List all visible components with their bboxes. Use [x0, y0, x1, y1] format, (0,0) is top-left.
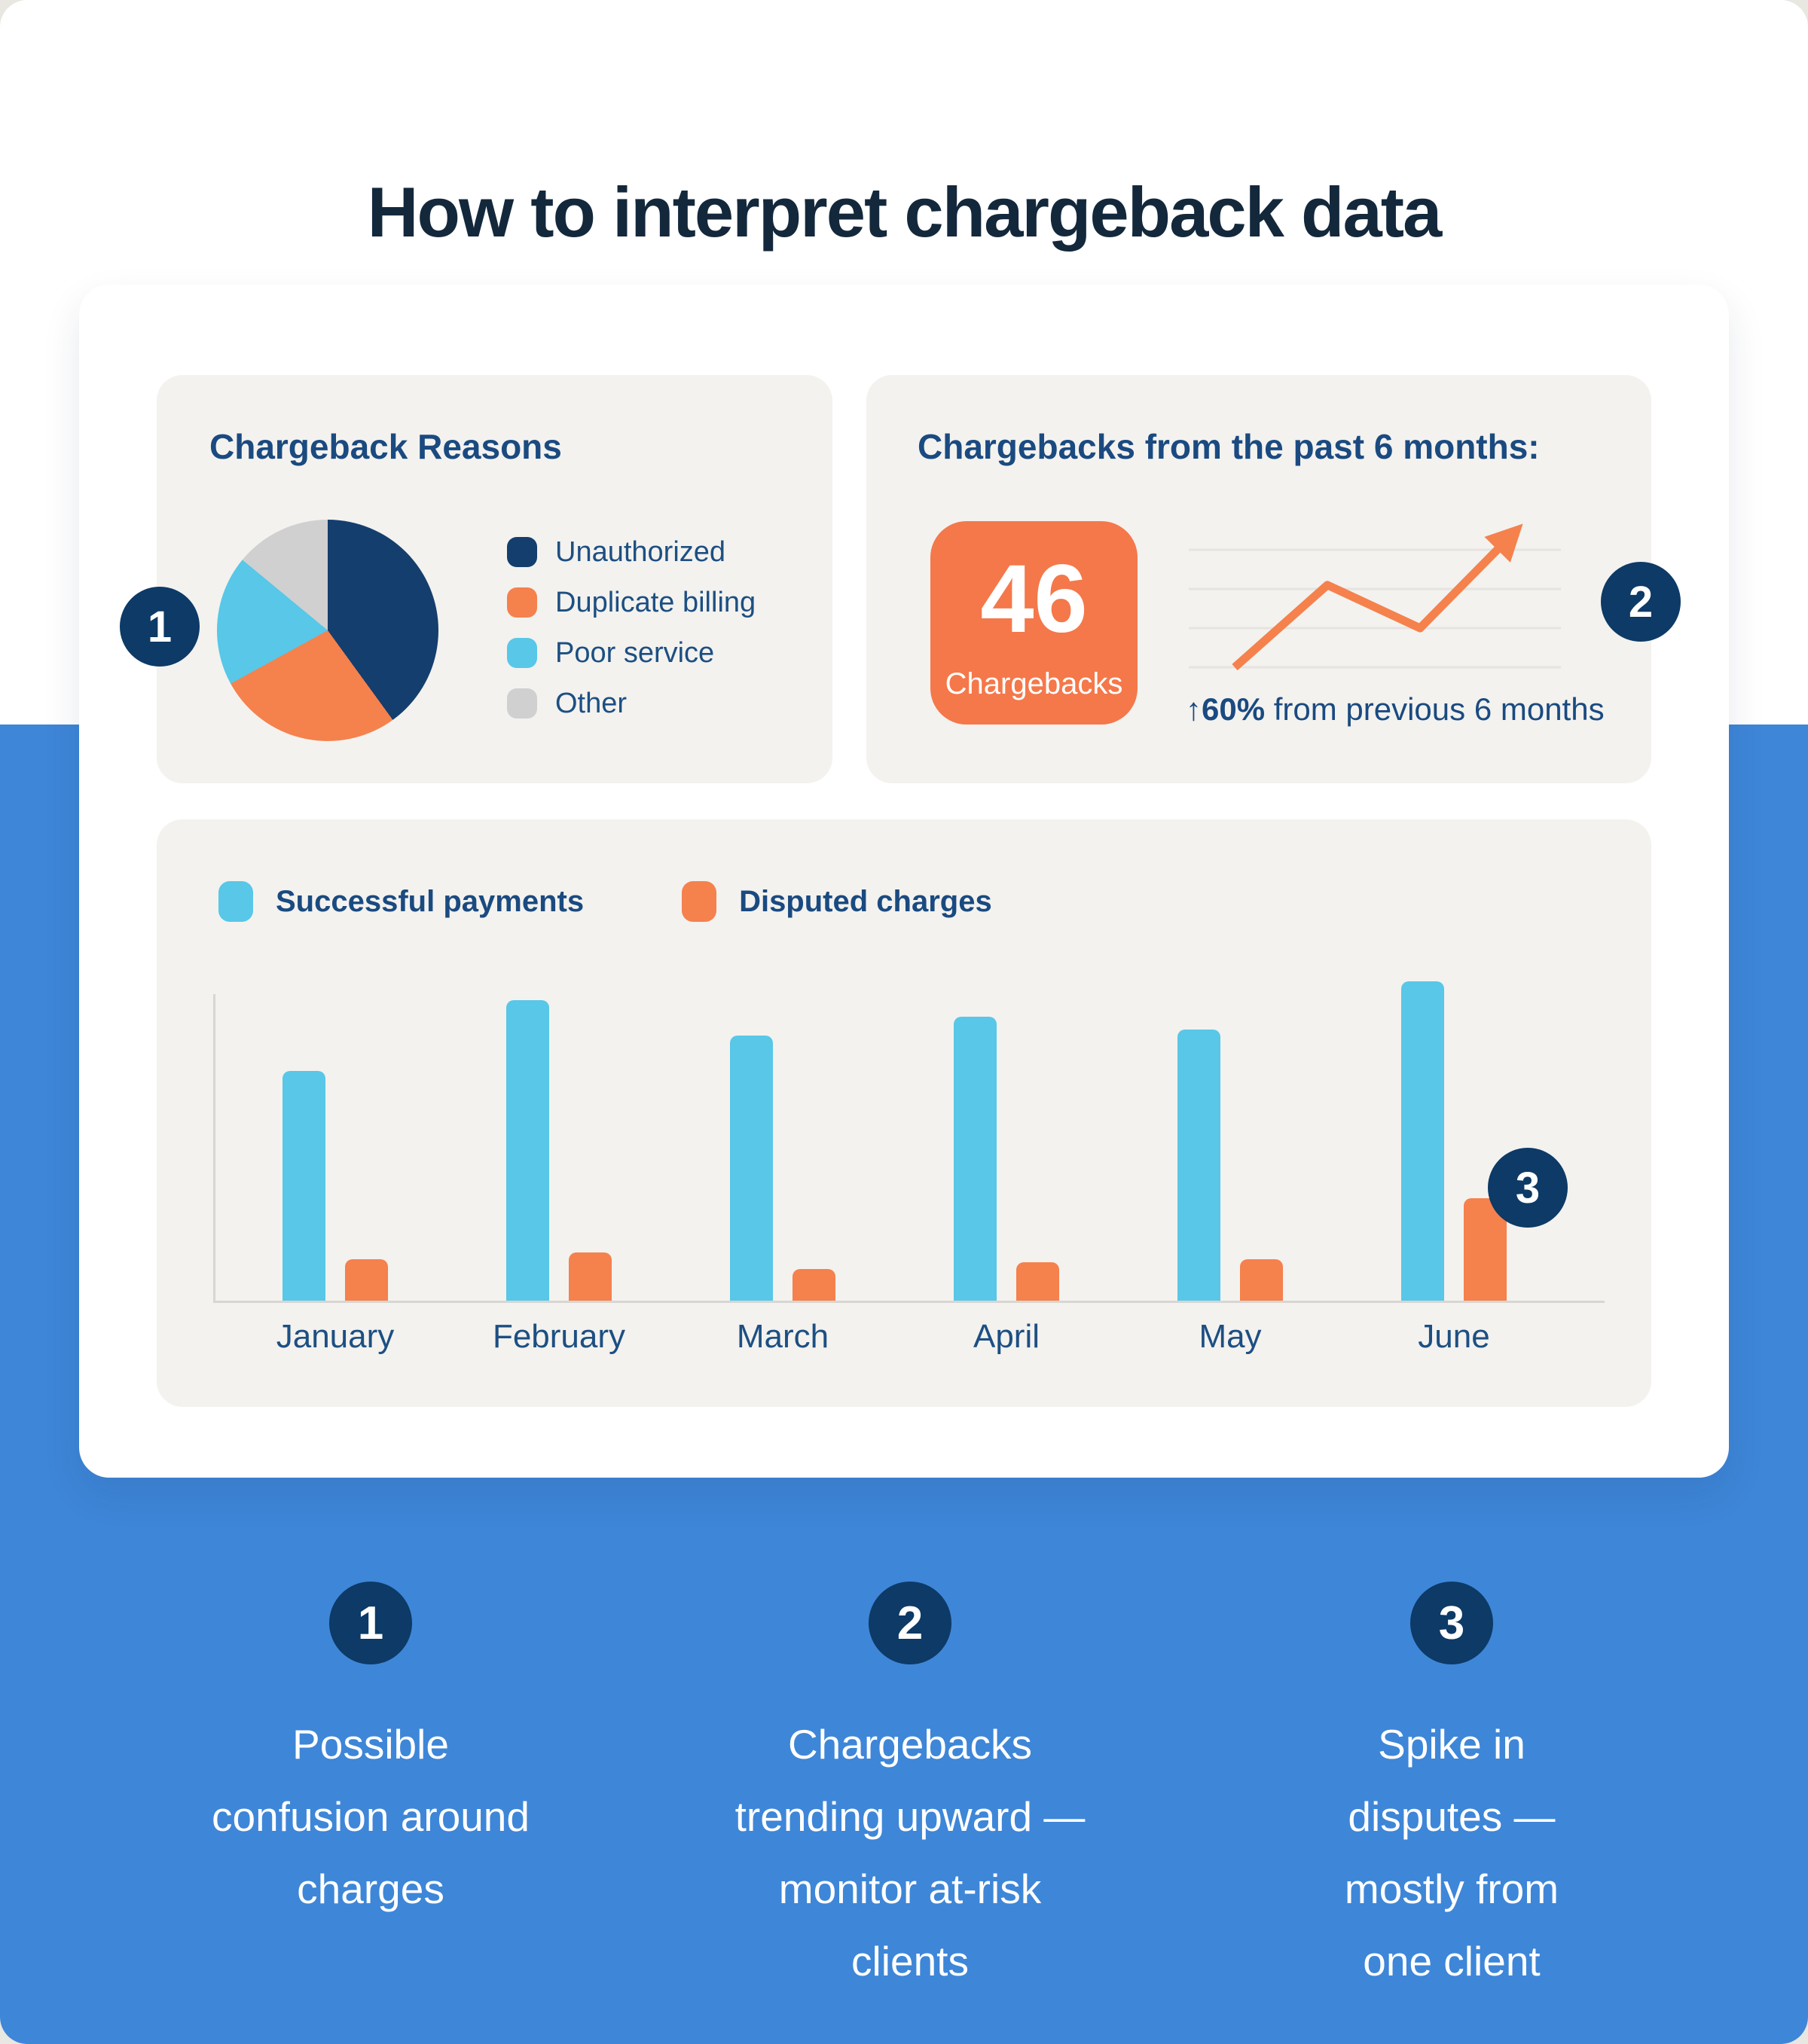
- disputed-charges-bar-may: [1240, 1259, 1283, 1301]
- bar-legend-swatch-icon: [218, 881, 253, 922]
- pie-legend-label: Poor service: [555, 636, 715, 669]
- month-label-may: May: [1199, 1318, 1262, 1355]
- disputed-charges-bar-march: [793, 1269, 835, 1301]
- successful-payments-bar-june: [1401, 981, 1444, 1301]
- pie-legend-label: Unauthorized: [555, 535, 726, 568]
- trend-line-chart: [1189, 523, 1561, 671]
- pie-legend-swatch-icon: [507, 688, 537, 718]
- callout-text-line: trending upward —: [734, 1793, 1086, 1840]
- trend-caption-text: from previous 6 months: [1265, 691, 1605, 727]
- monthly-payments-panel: Successful payments Disputed charges Janu…: [157, 819, 1651, 1407]
- pie-legend: Unauthorized Duplicate billing Poor servic…: [507, 535, 756, 739]
- successful-payments-bar-january: [282, 1071, 325, 1301]
- trend-percent: 60%: [1202, 691, 1266, 727]
- pie-legend-label: Other: [555, 687, 628, 719]
- callout-text: Spike in disputes — mostly from one client: [1211, 1708, 1693, 1997]
- callout-explanation-2: 2 Chargebacks trending upward — monitor at-…: [669, 1582, 1151, 1997]
- chargebacks-count: 46: [980, 545, 1088, 653]
- trend-gridline: [1189, 666, 1561, 669]
- disputed-charges-bar-january: [345, 1259, 388, 1301]
- pie-panel-title: Chargeback Reasons: [209, 427, 562, 466]
- disputed-charges-bar-april: [1016, 1262, 1059, 1301]
- pie-legend-label: Duplicate billing: [555, 586, 756, 618]
- successful-payments-bar-february: [506, 1000, 549, 1301]
- dashboard-card: Chargeback Reasons Unauthorized Duplicate…: [79, 285, 1729, 1478]
- month-label-february: February: [492, 1318, 626, 1355]
- bar-legend-item: Disputed charges: [682, 881, 992, 922]
- callout-text-line: clients: [851, 1938, 969, 1985]
- successful-payments-bar-may: [1177, 1030, 1220, 1301]
- callout-text: Possible confusion around charges: [130, 1708, 612, 1925]
- chargebacks-trend-panel: Chargebacks from the past 6 months: 46 C…: [866, 375, 1651, 783]
- pie-legend-item: Poor service: [507, 636, 756, 669]
- callout-text-line: mostly from: [1344, 1866, 1559, 1912]
- trend-gridline: [1189, 587, 1561, 590]
- month-label-january: January: [276, 1318, 395, 1355]
- chargebacks-stat-box: 46 Chargebacks: [930, 521, 1138, 725]
- trend-line: [1232, 523, 1523, 671]
- pie-legend-swatch-icon: [507, 537, 537, 567]
- trend-panel-title: Chargebacks from the past 6 months:: [918, 427, 1540, 466]
- bar-legend-label: Successful payments: [276, 884, 585, 918]
- chargebacks-count-label: Chargebacks: [945, 667, 1123, 700]
- callout-explanation-1: 1 Possible confusion around charges: [130, 1582, 612, 1925]
- trend-gridline: [1189, 548, 1561, 551]
- callout-text-line: Spike in: [1378, 1721, 1526, 1768]
- disputed-charges-bar-february: [569, 1252, 612, 1301]
- y-axis-line: [213, 994, 215, 1301]
- callout-text-line: confusion around: [212, 1793, 530, 1840]
- callout-text-line: monitor at-risk: [778, 1866, 1042, 1912]
- callout-text: Chargebacks trending upward — monitor at-r…: [669, 1708, 1151, 1997]
- callout-text-line: charges: [297, 1866, 444, 1912]
- chargeback-reasons-panel: Chargeback Reasons Unauthorized Duplicate…: [157, 375, 832, 783]
- callout-number-badge-2: 2: [869, 1582, 951, 1664]
- callout-text-line: Chargebacks: [787, 1721, 1033, 1768]
- callout-explanation-3: 3 Spike in disputes — mostly from one client: [1211, 1582, 1693, 1997]
- callout-text-line: disputes —: [1348, 1793, 1556, 1840]
- up-arrow-icon: ↑: [1186, 691, 1202, 727]
- bar-legend-label: Disputed charges: [739, 884, 992, 918]
- pie-legend-item: Unauthorized: [507, 535, 756, 568]
- callout-badge-3: 3: [1488, 1148, 1568, 1228]
- bar-chart-plot-area: [213, 973, 1605, 1303]
- successful-payments-bar-april: [954, 1017, 997, 1301]
- month-label-march: March: [736, 1318, 829, 1355]
- month-axis-labels: January February March April May June: [213, 1318, 1605, 1363]
- x-axis-line: [213, 1301, 1605, 1303]
- trend-caption: ↑60% from previous 6 months: [1186, 691, 1605, 728]
- pie-legend-swatch-icon: [507, 587, 537, 618]
- month-label-june: June: [1418, 1318, 1490, 1355]
- trend-gridline: [1189, 627, 1561, 630]
- bar-legend-swatch-icon: [682, 881, 717, 922]
- chargeback-reasons-pie-chart: [217, 520, 438, 741]
- callout-number-badge-3: 3: [1410, 1582, 1493, 1664]
- month-label-april: April: [973, 1318, 1040, 1355]
- successful-payments-bar-march: [730, 1036, 773, 1301]
- callout-text-line: one client: [1363, 1938, 1541, 1985]
- callout-badge-2: 2: [1601, 562, 1681, 642]
- pie-legend-swatch-icon: [507, 638, 537, 668]
- bar-chart-legend: Successful payments Disputed charges: [218, 881, 1090, 922]
- pie-legend-item: Other: [507, 687, 756, 719]
- callout-badge-1: 1: [120, 587, 200, 667]
- callout-number-badge-1: 1: [329, 1582, 412, 1664]
- pie-legend-item: Duplicate billing: [507, 587, 756, 618]
- page-title: How to interpret chargeback data: [367, 172, 1443, 252]
- bar-legend-item: Successful payments: [218, 881, 584, 922]
- callout-text-line: Possible: [292, 1721, 449, 1768]
